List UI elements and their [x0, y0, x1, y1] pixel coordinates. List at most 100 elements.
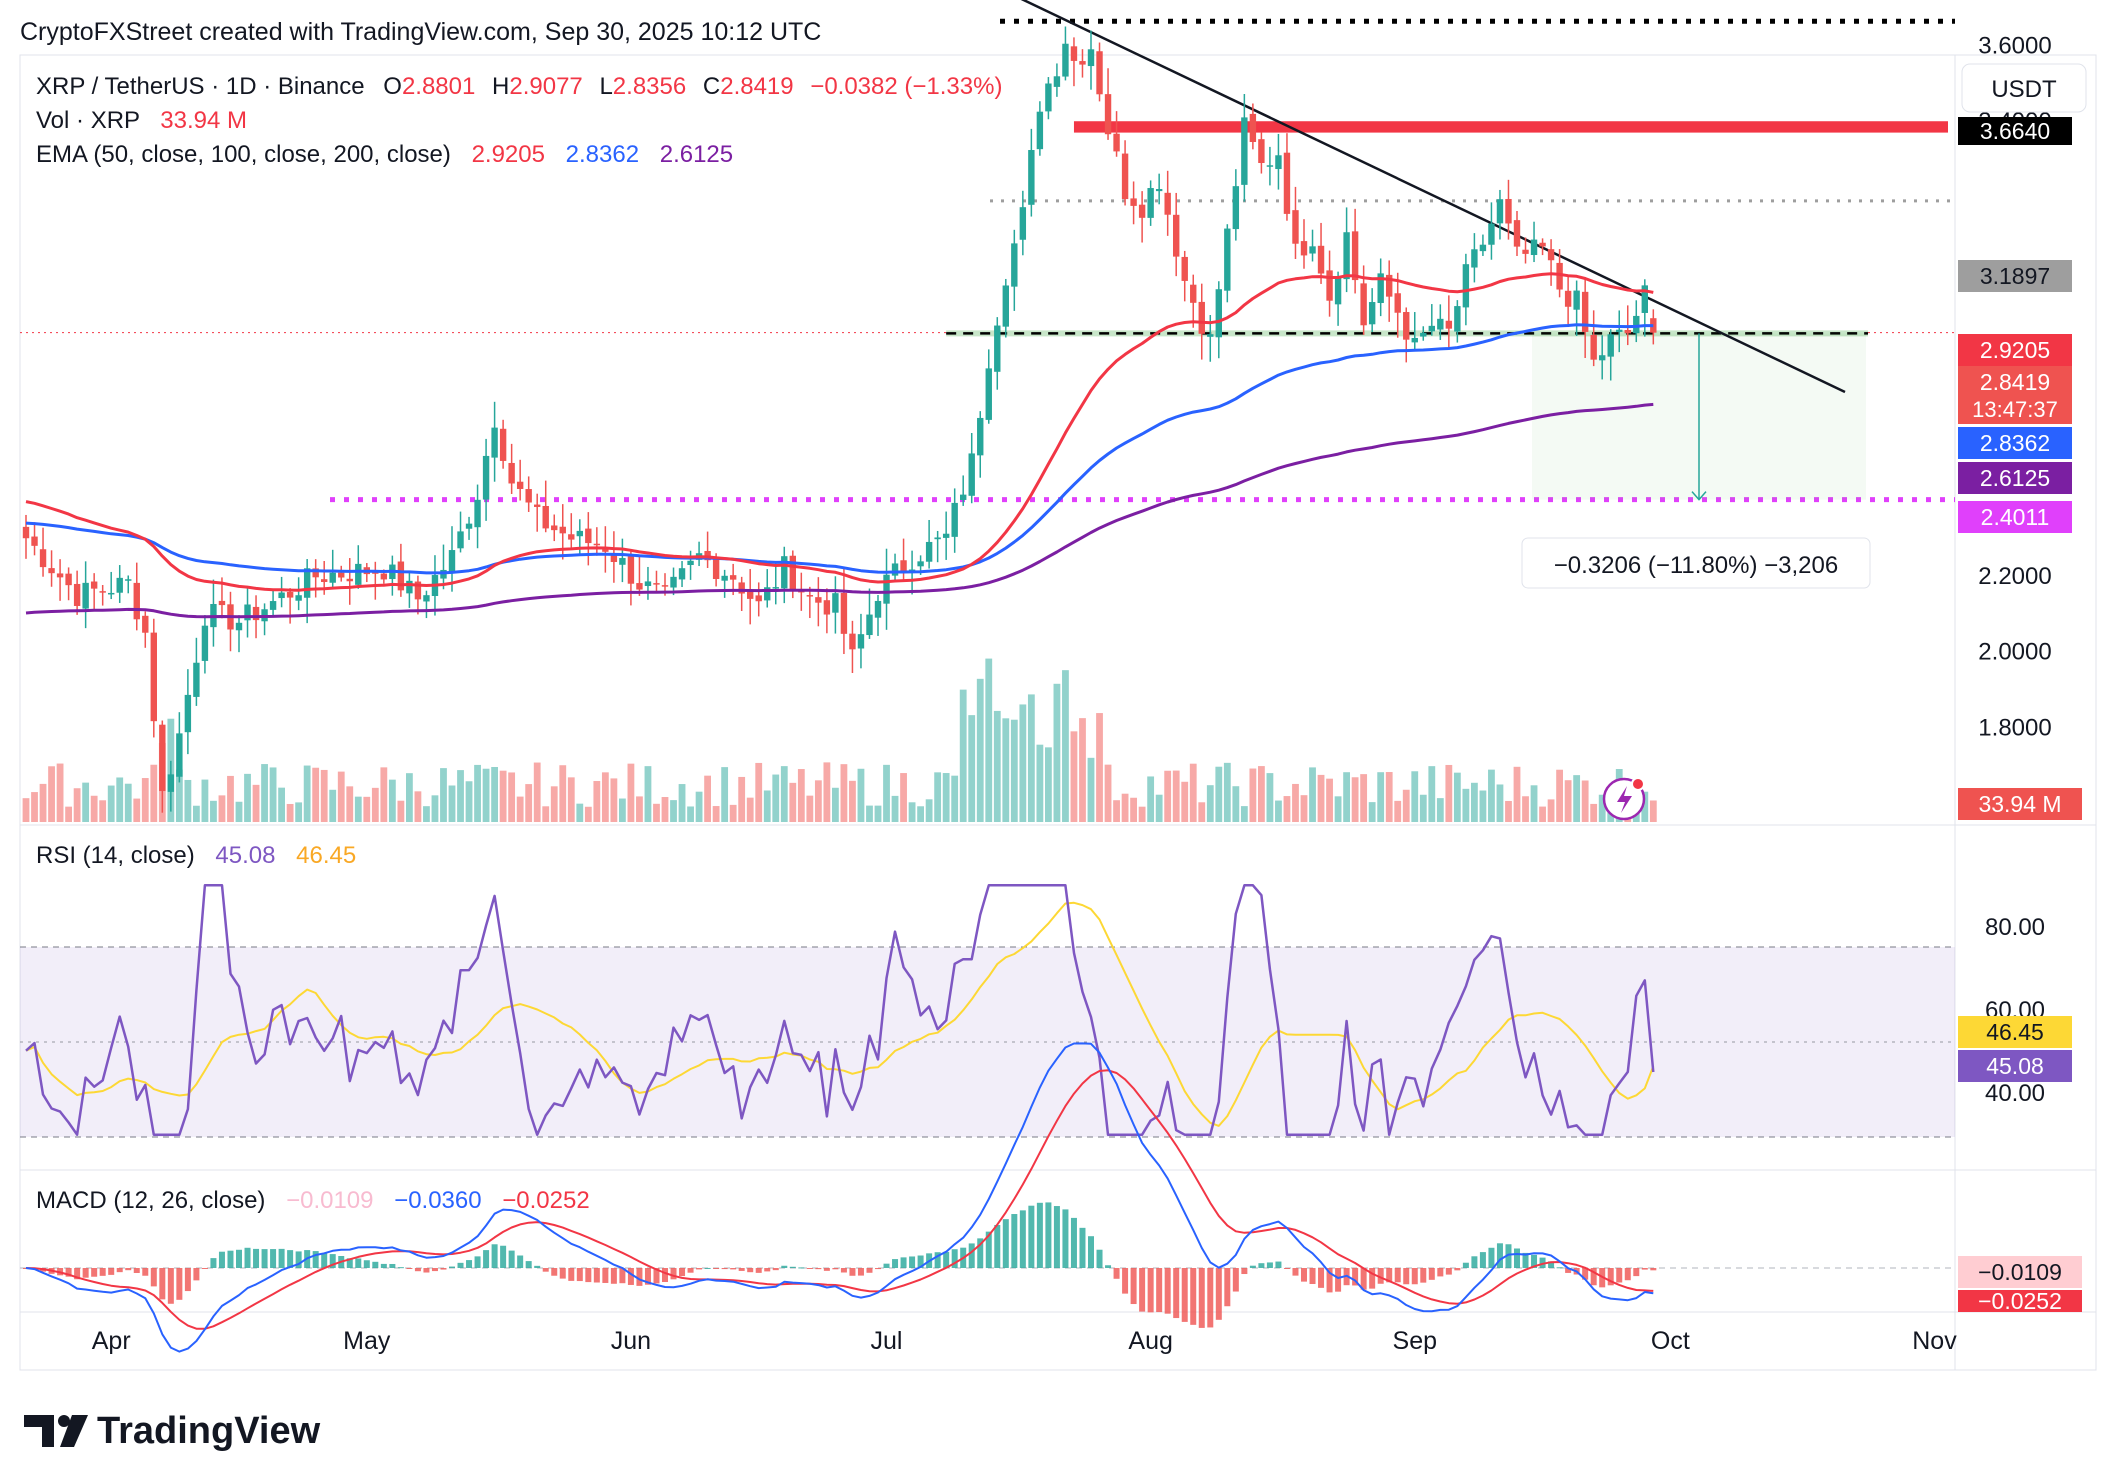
- macd-hist-bar: [1454, 1268, 1461, 1271]
- macd-hist-bar: [1462, 1262, 1469, 1268]
- volume-bar: [780, 766, 788, 822]
- volume-bar: [1206, 785, 1214, 822]
- macd-hist-bar: [917, 1255, 924, 1268]
- candle-body: [968, 453, 975, 496]
- volume-bar: [644, 766, 652, 822]
- ema50-value: 2.9205: [472, 141, 545, 168]
- candle-body: [832, 593, 839, 613]
- ema-lines: [25, 272, 1654, 619]
- volume-bar: [1479, 790, 1487, 822]
- candle-body: [269, 601, 277, 610]
- volume-bar: [175, 769, 183, 822]
- currency-button[interactable]: USDT: [1961, 63, 2087, 113]
- vol-label: Vol · XRP: [36, 107, 140, 134]
- badge-r1-bg: [1958, 260, 2072, 292]
- candle-body: [1590, 334, 1597, 360]
- macd-hist-bar: [1045, 1202, 1052, 1268]
- vol-value: 33.94 M: [160, 107, 247, 134]
- macd-hist-bar: [244, 1247, 251, 1268]
- candle-body: [508, 462, 515, 484]
- legend-open: 2.8801: [402, 73, 475, 100]
- macd-hist-bar: [483, 1250, 490, 1268]
- candle-body: [116, 577, 123, 593]
- macd-hist-bar: [679, 1268, 686, 1277]
- candle-body: [338, 572, 345, 578]
- candle-body: [1411, 337, 1418, 343]
- macd-hist-bar: [1232, 1268, 1239, 1292]
- volume-bar: [210, 800, 217, 822]
- candle-body: [678, 568, 686, 580]
- volume-bar: [900, 773, 907, 822]
- volume-bar: [201, 779, 209, 822]
- macd-hist-bar: [1113, 1268, 1120, 1279]
- volume-bar: [1488, 769, 1495, 822]
- badge-volume: 33.94 M: [1978, 791, 2061, 817]
- candles[interactable]: [22, 26, 1657, 813]
- price-tick: 2.0000: [1978, 639, 2051, 666]
- macd-hist-bar: [798, 1267, 805, 1269]
- macd-hist-bar: [1522, 1252, 1529, 1268]
- candle-body: [244, 604, 251, 621]
- macd-hist-bar: [125, 1268, 132, 1271]
- candle-body: [1479, 244, 1487, 252]
- candle-body: [840, 592, 848, 634]
- candle-body: [1437, 318, 1444, 330]
- currency-label: USDT: [1991, 76, 2057, 103]
- candle-body: [1241, 117, 1248, 185]
- badge-rsi-ma: 46.45: [1986, 1019, 2044, 1045]
- macd-hist-bar: [457, 1262, 464, 1268]
- candle-body: [849, 633, 856, 650]
- macd-hist-bar: [525, 1261, 532, 1268]
- candle-body: [1053, 76, 1061, 87]
- candle-body: [457, 531, 464, 549]
- candle-body: [602, 548, 609, 552]
- macd-hist-bar: [585, 1268, 592, 1283]
- candle-body: [1471, 249, 1478, 268]
- candle-body: [1624, 329, 1631, 334]
- macd-hist-bar: [159, 1268, 166, 1300]
- replay-icon[interactable]: [1602, 777, 1646, 821]
- volume-bar: [891, 795, 899, 822]
- macd-hist-bar: [116, 1268, 123, 1273]
- volume-bar: [312, 767, 320, 822]
- candle-body: [1351, 231, 1359, 281]
- volume-bar: [1513, 766, 1521, 822]
- candle-body: [1564, 290, 1572, 307]
- macd-hist-bar: [1156, 1268, 1163, 1313]
- volume-bar: [874, 805, 882, 822]
- candle-body: [252, 606, 260, 621]
- macd-hist-bar: [1266, 1262, 1273, 1268]
- candle-body: [934, 537, 941, 540]
- volume-bar: [406, 773, 413, 822]
- rsi-label: RSI (14, close): [36, 842, 195, 869]
- candle-body: [891, 563, 899, 576]
- macd-hist-bar: [789, 1266, 796, 1268]
- volume-bar: [942, 773, 950, 822]
- candle-body: [1079, 61, 1086, 65]
- candle-body: [542, 505, 549, 529]
- macd-hist-bar: [82, 1268, 89, 1278]
- volume-bar: [465, 781, 473, 822]
- candle-body: [48, 568, 55, 574]
- volume-bar: [218, 795, 226, 822]
- badge-top: 3.6640: [1980, 118, 2050, 144]
- candle-body: [1019, 207, 1027, 240]
- measure-label-box[interactable]: −0.3206 (−11.80%) −3,206: [1521, 537, 1871, 589]
- volume-bar: [789, 782, 797, 822]
- rsi-value: 45.08: [215, 842, 275, 869]
- candle-body: [644, 581, 652, 587]
- candle-body: [593, 543, 601, 546]
- candle-body: [1130, 198, 1137, 206]
- candle-body: [568, 534, 575, 540]
- ohlc-legend: XRP / TetherUS · 1D · Binance O2.8801 H2…: [36, 73, 1002, 100]
- volume-bar: [746, 797, 754, 822]
- candle-body: [1334, 277, 1342, 305]
- candle-body: [1155, 189, 1163, 192]
- volume-bar: [1079, 718, 1086, 822]
- candle-body: [414, 581, 422, 600]
- volume-bar: [73, 788, 81, 822]
- volume-bar: [1471, 782, 1478, 822]
- volume-bar: [244, 773, 251, 822]
- volume-bar: [423, 806, 430, 822]
